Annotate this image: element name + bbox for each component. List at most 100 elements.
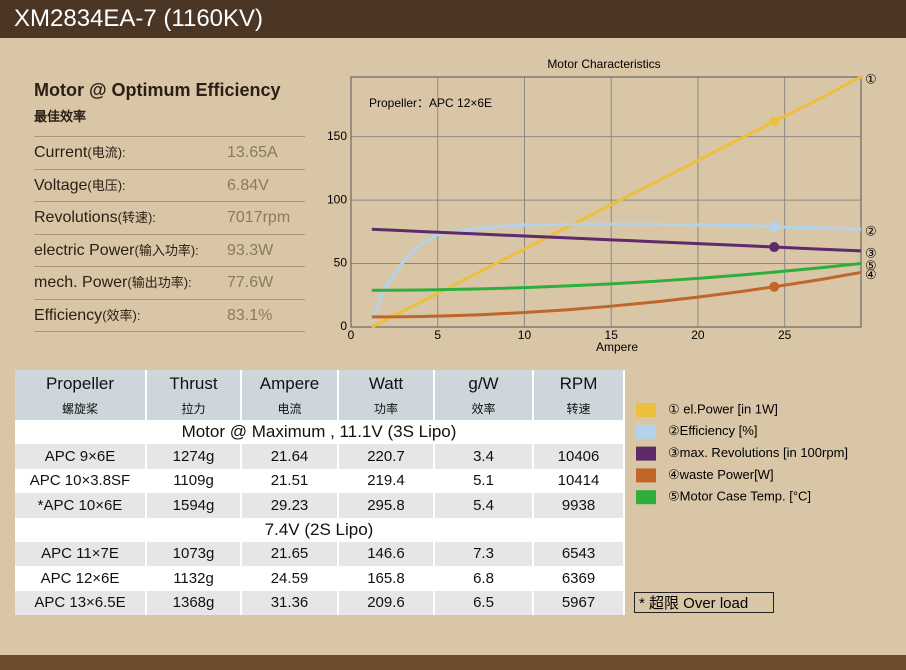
table-cell: 1274g [146, 444, 242, 469]
legend-swatch [636, 490, 656, 505]
spec-row: Voltage(电压): 6.84V [34, 168, 305, 202]
specs-subtitle: 最佳效率 [34, 109, 87, 124]
table-cell: 5.4 [434, 493, 534, 518]
y-tick-label: 50 [334, 256, 348, 270]
footer-bar [0, 655, 906, 670]
column-header: Thrust 拉力 [146, 370, 242, 420]
spec-label: electric Power [34, 241, 135, 259]
column-name: RPM [559, 373, 598, 393]
y-tick-label: 0 [340, 319, 347, 333]
y-tick-label: 100 [327, 192, 347, 206]
series-line [370, 222, 862, 322]
table-cell: APC 10×3.8SF [15, 468, 147, 493]
table-cell: 1594g [146, 493, 242, 518]
column-header: Ampere 电流 [241, 370, 339, 420]
column-name: g/W [468, 373, 499, 393]
spec-note: (转速): [117, 210, 156, 225]
table-cell: 1109g [146, 468, 242, 493]
table-row: APC 9×6E 1274g 21.64 220.7 3.4 10406 [15, 444, 625, 469]
table-cell: APC 12×6E [15, 566, 147, 591]
section-title: Motor @ Maximum , 11.1V (3S Lipo) [15, 420, 625, 444]
table-cell: APC 11×7E [15, 541, 147, 566]
column-name: Propeller [45, 373, 115, 393]
spec-note: (效率): [102, 307, 141, 323]
legend-label: ②Efficiency [%] [668, 423, 757, 438]
spec-label: Voltage [34, 176, 88, 194]
spec-label: mech. Power [34, 274, 128, 291]
table-row: APC 11×7E 1073g 21.65 146.6 7.3 6543 [15, 541, 625, 566]
prop-table: Propeller 螺旋桨 Thrust 拉力 Ampere 电流 Watt 功率 g/W 效率 R… [15, 370, 625, 615]
spec-rows: Current(电流): 13.65A Voltage(电压): 6.84V Revol… [34, 136, 305, 332]
spec-row: Efficiency(效率): 83.1% [34, 298, 305, 332]
table-cell: 29.23 [241, 493, 339, 518]
specs-title: Motor @ Optimum Efficiency [34, 80, 281, 100]
table-cell: 5967 [533, 590, 625, 615]
table-cell: 10406 [533, 444, 625, 469]
series-marker [769, 221, 780, 232]
legend-swatch [636, 403, 656, 417]
table-row: APC 13×6.5E 1368g 31.36 209.6 6.5 5967 [15, 590, 625, 615]
series-tag: ② [865, 224, 877, 239]
legend-swatch [636, 468, 656, 483]
table-cell: 10414 [533, 468, 625, 493]
table-cell: 220.7 [338, 444, 435, 469]
column-sub: 功率 [373, 401, 398, 416]
header-title: XM2834EA-7 (1160KV) [0, 0, 906, 38]
table-cell: 21.64 [241, 444, 339, 469]
column-sub: 拉力 [181, 401, 206, 416]
table-cell: 7.3 [434, 541, 534, 566]
annotation: Propeller：APC 12×6E [369, 96, 492, 110]
table-row: *APC 10×6E 1594g 29.23 295.8 5.4 9938 [15, 493, 625, 518]
table-cell: 21.51 [241, 468, 339, 493]
column-sub: 螺旋桨 [61, 401, 98, 416]
spec-note: (电流): [87, 145, 126, 160]
spec-value: 77.6W [227, 274, 274, 291]
series-line [371, 270, 862, 319]
series-line [371, 227, 862, 253]
spec-note: (输入功率): [134, 242, 199, 258]
footnote: * 超限 Over load [634, 592, 774, 613]
series-tag: ④ [865, 267, 877, 282]
spec-row: electric Power(输入功率): 93.3W [34, 233, 305, 267]
spec-row: Revolutions(转速): 7017rpm [34, 201, 305, 234]
specs: Motor @ Optimum Efficiency 最佳效率 Current(… [34, 80, 305, 332]
spec-label: Current [34, 144, 88, 161]
table-cell: 146.6 [338, 541, 435, 566]
column-name: Watt [368, 373, 404, 393]
column-sub: 转速 [566, 401, 591, 416]
table-cell: 295.8 [338, 493, 435, 518]
legend-swatch [636, 446, 656, 461]
header-row: Propeller 螺旋桨 Thrust 拉力 Ampere 电流 Watt 功率 g/W 效率 R… [15, 370, 625, 420]
table-cell: 1073g [146, 541, 242, 566]
spec-label: Revolutions [34, 209, 118, 226]
spec-note: (输出功率): [127, 275, 192, 290]
x-tick-label: 10 [518, 328, 532, 342]
table-cell: 219.4 [338, 468, 435, 493]
legend-label: ③max. Revolutions [in 100rpm] [668, 445, 848, 460]
table-cell: 21.65 [241, 541, 339, 566]
column-header: Watt 功率 [338, 370, 435, 420]
series-marker [769, 242, 780, 253]
spec-value: 7017rpm [227, 209, 291, 226]
table-cell: APC 13×6.5E [15, 590, 147, 615]
column-sub: 效率 [471, 401, 496, 416]
table-row: APC 12×6E 1132g 24.59 165.8 6.8 6369 [15, 566, 625, 591]
spec-label: Efficiency [34, 306, 103, 324]
series-tag: ① [865, 71, 877, 86]
table-cell: *APC 10×6E [15, 493, 147, 518]
table-row: APC 10×3.8SF 1109g 21.51 219.4 5.1 10414 [15, 468, 625, 493]
spec-value: 93.3W [227, 241, 274, 259]
series-marker [769, 281, 780, 292]
column-name: Thrust [169, 373, 218, 393]
section-row: Motor @ Maximum , 11.1V (3S Lipo) [15, 420, 625, 444]
legend-label: ④waste Power[W] [668, 467, 774, 482]
table-cell: 1368g [146, 590, 242, 615]
series-marker [769, 116, 780, 127]
spec-row: mech. Power(输出功率): 77.6W [34, 266, 305, 299]
table-cell: 1132g [146, 566, 242, 591]
x-tick-label: 20 [691, 328, 705, 342]
section-row: 7.4V (2S Lipo) [15, 517, 625, 542]
y-tick-label: 150 [327, 129, 347, 143]
series-line [371, 75, 862, 329]
